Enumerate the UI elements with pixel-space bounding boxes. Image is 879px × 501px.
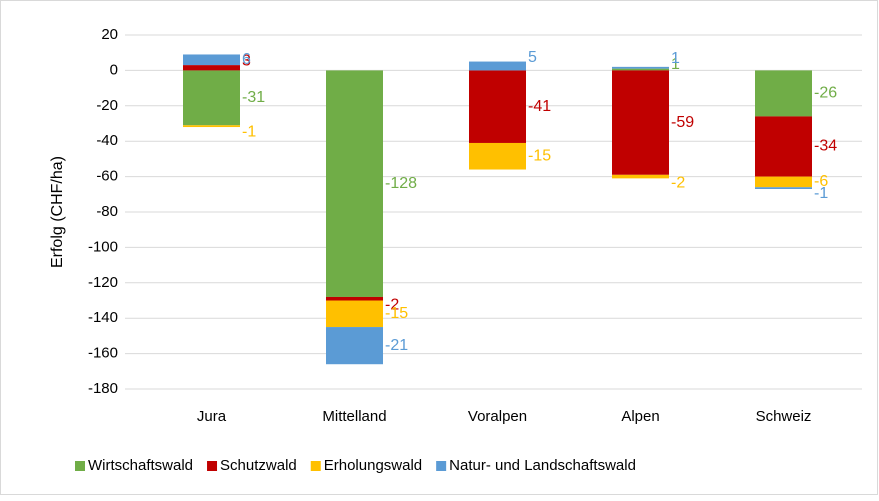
y-tick-label: -160	[88, 345, 118, 362]
y-tick-label: -120	[88, 274, 118, 291]
x-tick-label: Mittelland	[322, 408, 386, 425]
data-label: -26	[814, 85, 837, 102]
x-tick-label: Alpen	[621, 408, 659, 425]
data-label: 5	[528, 49, 537, 66]
x-tick-label: Voralpen	[468, 408, 527, 425]
bar-segment	[469, 70, 526, 143]
bar-segment	[326, 300, 383, 328]
bar-segment	[183, 125, 240, 128]
y-tick-label: -100	[88, 238, 118, 255]
bar-segment	[183, 70, 240, 126]
data-label: -128	[385, 175, 417, 192]
bar-segment	[755, 176, 812, 188]
data-label: -34	[814, 138, 837, 155]
y-tick-label: -180	[88, 380, 118, 397]
legend-swatch	[207, 461, 218, 471]
data-label: 6	[242, 51, 251, 68]
data-label: -31	[242, 89, 265, 106]
legend-swatch	[436, 461, 447, 471]
legend-swatch	[75, 461, 85, 471]
bar-segment	[469, 61, 526, 71]
legend-label: Schutzwald	[220, 457, 297, 474]
data-label: -41	[528, 98, 551, 115]
data-label: -6	[814, 173, 828, 190]
data-label: -2	[671, 175, 685, 192]
data-label: -2	[385, 297, 399, 314]
x-tick-label: Schweiz	[756, 408, 812, 425]
y-tick-label: 0	[110, 61, 118, 78]
bar-segment	[612, 66, 669, 69]
data-label: -21	[385, 337, 408, 354]
bar-segment	[612, 174, 669, 179]
data-label: 1	[671, 56, 680, 73]
bar-segment	[755, 116, 812, 177]
legend-label: Erholungswald	[324, 457, 422, 474]
y-tick-label: 20	[101, 26, 118, 43]
legend-swatch	[310, 461, 321, 471]
data-label: -1	[814, 185, 828, 202]
data-label: 3	[242, 52, 251, 69]
data-label: -15	[528, 147, 551, 164]
bar-segment	[326, 327, 383, 365]
y-tick-label: -140	[88, 309, 118, 326]
y-tick-label: -40	[96, 132, 118, 149]
legend-label: Natur- und Landschaftswald	[449, 457, 636, 474]
legend-label: Wirtschaftswald	[88, 457, 193, 474]
bar-segment	[183, 54, 240, 66]
data-label: -59	[671, 114, 694, 131]
bar-segment	[612, 68, 669, 71]
data-label: -15	[385, 305, 408, 322]
bar-segment	[755, 70, 812, 117]
y-tick-label: -20	[96, 97, 118, 114]
y-tick-label: -80	[96, 203, 118, 220]
bar-segment	[755, 187, 812, 189]
y-tick-label: -60	[96, 168, 118, 185]
bar-segment	[469, 142, 526, 170]
x-tick-label: Jura	[197, 408, 227, 425]
data-label: 1	[671, 50, 680, 67]
bar-segment	[326, 70, 383, 297]
y-axis-title: Erfolg (CHF/ha)	[49, 156, 66, 268]
data-label: -1	[242, 123, 256, 140]
bar-segment	[183, 65, 240, 71]
bar-segment	[326, 296, 383, 301]
bar-segment	[612, 70, 669, 175]
